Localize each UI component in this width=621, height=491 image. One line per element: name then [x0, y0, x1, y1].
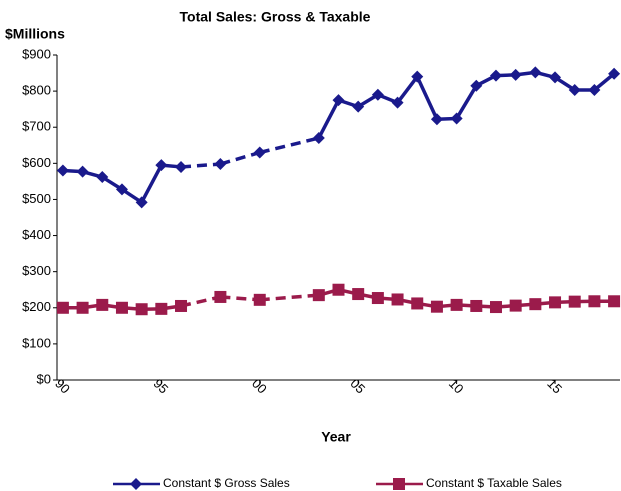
- line-segment: [140, 164, 163, 204]
- marker: [312, 132, 325, 145]
- marker: [568, 295, 581, 308]
- line-segment: [259, 136, 320, 155]
- x-tick-label: 00: [249, 376, 270, 397]
- legend-label: Constant $ Gross Sales: [163, 476, 290, 490]
- marker: [588, 295, 601, 308]
- marker: [470, 299, 483, 312]
- marker: [115, 301, 128, 314]
- marker: [549, 71, 562, 84]
- marker: [155, 159, 168, 172]
- marker: [371, 292, 384, 305]
- marker: [96, 171, 109, 184]
- x-tick-label: 90: [52, 376, 73, 397]
- y-tick-label: $900: [22, 46, 51, 61]
- line-segment: [180, 295, 221, 308]
- marker: [391, 96, 404, 109]
- marker: [549, 296, 562, 309]
- x-axis-label: Year: [321, 429, 351, 445]
- marker: [115, 183, 128, 196]
- marker: [253, 293, 266, 306]
- marker: [608, 67, 621, 80]
- marker: [489, 69, 502, 82]
- marker: [312, 289, 325, 302]
- marker: [135, 196, 148, 209]
- y-tick-label: $600: [22, 155, 51, 170]
- x-tick-label: 95: [151, 376, 172, 397]
- marker: [430, 113, 443, 126]
- marker: [175, 299, 188, 312]
- marker: [529, 298, 542, 311]
- line-segment: [259, 293, 319, 302]
- marker: [352, 100, 365, 113]
- marker: [76, 165, 89, 178]
- marker: [96, 298, 109, 311]
- marker: [430, 300, 443, 313]
- x-tick-label: 10: [446, 376, 467, 397]
- marker: [332, 283, 345, 296]
- x-tick-label: 05: [347, 376, 368, 397]
- line-segment: [455, 84, 478, 120]
- y-axis-label: $Millions: [5, 26, 65, 42]
- line-segment: [180, 162, 221, 169]
- line-segment: [220, 295, 260, 302]
- marker: [332, 94, 345, 107]
- marker: [411, 297, 424, 310]
- marker: [509, 68, 522, 81]
- y-tick-label: $500: [22, 191, 51, 206]
- marker: [371, 88, 384, 101]
- y-tick-label: $0: [37, 371, 51, 386]
- marker: [529, 66, 542, 79]
- marker: [214, 290, 227, 303]
- marker: [175, 160, 188, 173]
- line-segment: [415, 75, 439, 121]
- marker: [489, 301, 502, 314]
- marker: [135, 303, 148, 316]
- marker: [450, 298, 463, 311]
- y-tick-label: $700: [22, 119, 51, 134]
- marker: [214, 158, 227, 171]
- marker: [391, 293, 404, 306]
- y-tick-label: $100: [22, 335, 51, 350]
- marker: [411, 70, 424, 83]
- marker: [450, 112, 463, 125]
- marker: [608, 295, 621, 308]
- legend-label: Constant $ Taxable Sales: [426, 476, 562, 490]
- marker: [56, 164, 69, 177]
- marker: [76, 301, 89, 314]
- marker: [588, 84, 601, 97]
- marker: [568, 84, 581, 97]
- legend-marker: [393, 478, 405, 490]
- legend-marker: [130, 478, 142, 490]
- y-tick-label: $400: [22, 227, 51, 242]
- line-segment: [219, 150, 261, 166]
- marker: [253, 146, 266, 159]
- marker: [470, 79, 483, 92]
- y-tick-label: $200: [22, 299, 51, 314]
- y-tick-label: $300: [22, 263, 51, 278]
- marker: [509, 299, 522, 312]
- marker: [352, 288, 365, 301]
- chart-title: Total Sales: Gross & Taxable: [180, 9, 371, 25]
- marker: [155, 302, 168, 315]
- marker: [56, 301, 69, 314]
- line-segment: [396, 75, 419, 104]
- y-tick-label: $800: [22, 83, 51, 98]
- x-tick-label: 15: [544, 376, 565, 397]
- line-segment: [317, 99, 341, 139]
